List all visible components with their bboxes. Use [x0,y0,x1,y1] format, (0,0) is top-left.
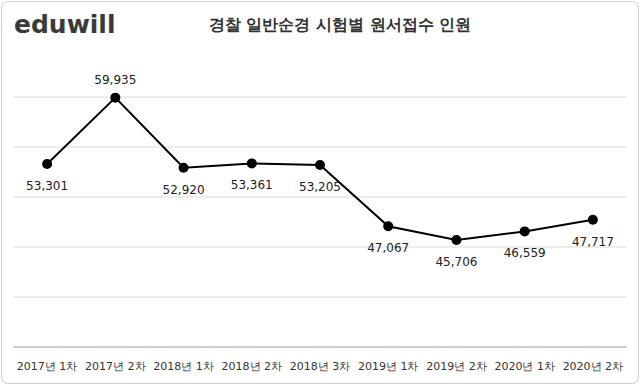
data-point [179,163,189,173]
x-tick-label: 2020년 1차 [494,360,555,373]
x-tick-label: 2019년 2차 [426,360,487,373]
grid-line [13,297,627,298]
x-tick-label: 2020년 2차 [563,360,624,373]
data-point [588,215,598,225]
grid-line [13,347,627,348]
data-label: 46,559 [504,246,546,260]
data-point [42,159,52,169]
data-label: 53,205 [299,180,341,194]
data-point [451,235,461,245]
frame [2,2,639,384]
x-tick-label: 2018년 1차 [153,360,214,373]
data-label: 53,301 [26,179,68,193]
data-label: 59,935 [94,73,136,87]
data-point [520,226,530,236]
x-tick-label: 2017년 1차 [17,360,78,373]
grid-line [13,197,627,198]
data-point [383,221,393,231]
grid-line [13,147,627,148]
data-line [47,98,593,240]
plot-marks [42,93,598,245]
data-point [315,160,325,170]
data-label: 47,717 [572,235,614,249]
data-label: 53,361 [231,178,273,192]
data-point [110,93,120,103]
data-label: 52,920 [163,183,205,197]
data-label: 45,706 [435,255,477,269]
chart-root: eduwill 경찰 일반순경 시험별 원서접수 인원 2017년 1차 2017년 … [0,0,640,385]
x-tick-label: 2018년 3차 [290,360,351,373]
title: 경찰 일반순경 시험별 원서접수 인원 [209,15,471,34]
chart-svg: eduwill 경찰 일반순경 시험별 원서접수 인원 2017년 1차 2017년 … [0,0,640,385]
data-label: 47,067 [367,241,409,255]
grid-line [13,97,627,98]
x-tick-label: 2019년 1차 [358,360,419,373]
x-tick-label: 2018년 2차 [222,360,283,373]
brand: eduwill [14,10,115,39]
x-tick-label: 2017년 2차 [85,360,146,373]
data-point [247,158,257,168]
